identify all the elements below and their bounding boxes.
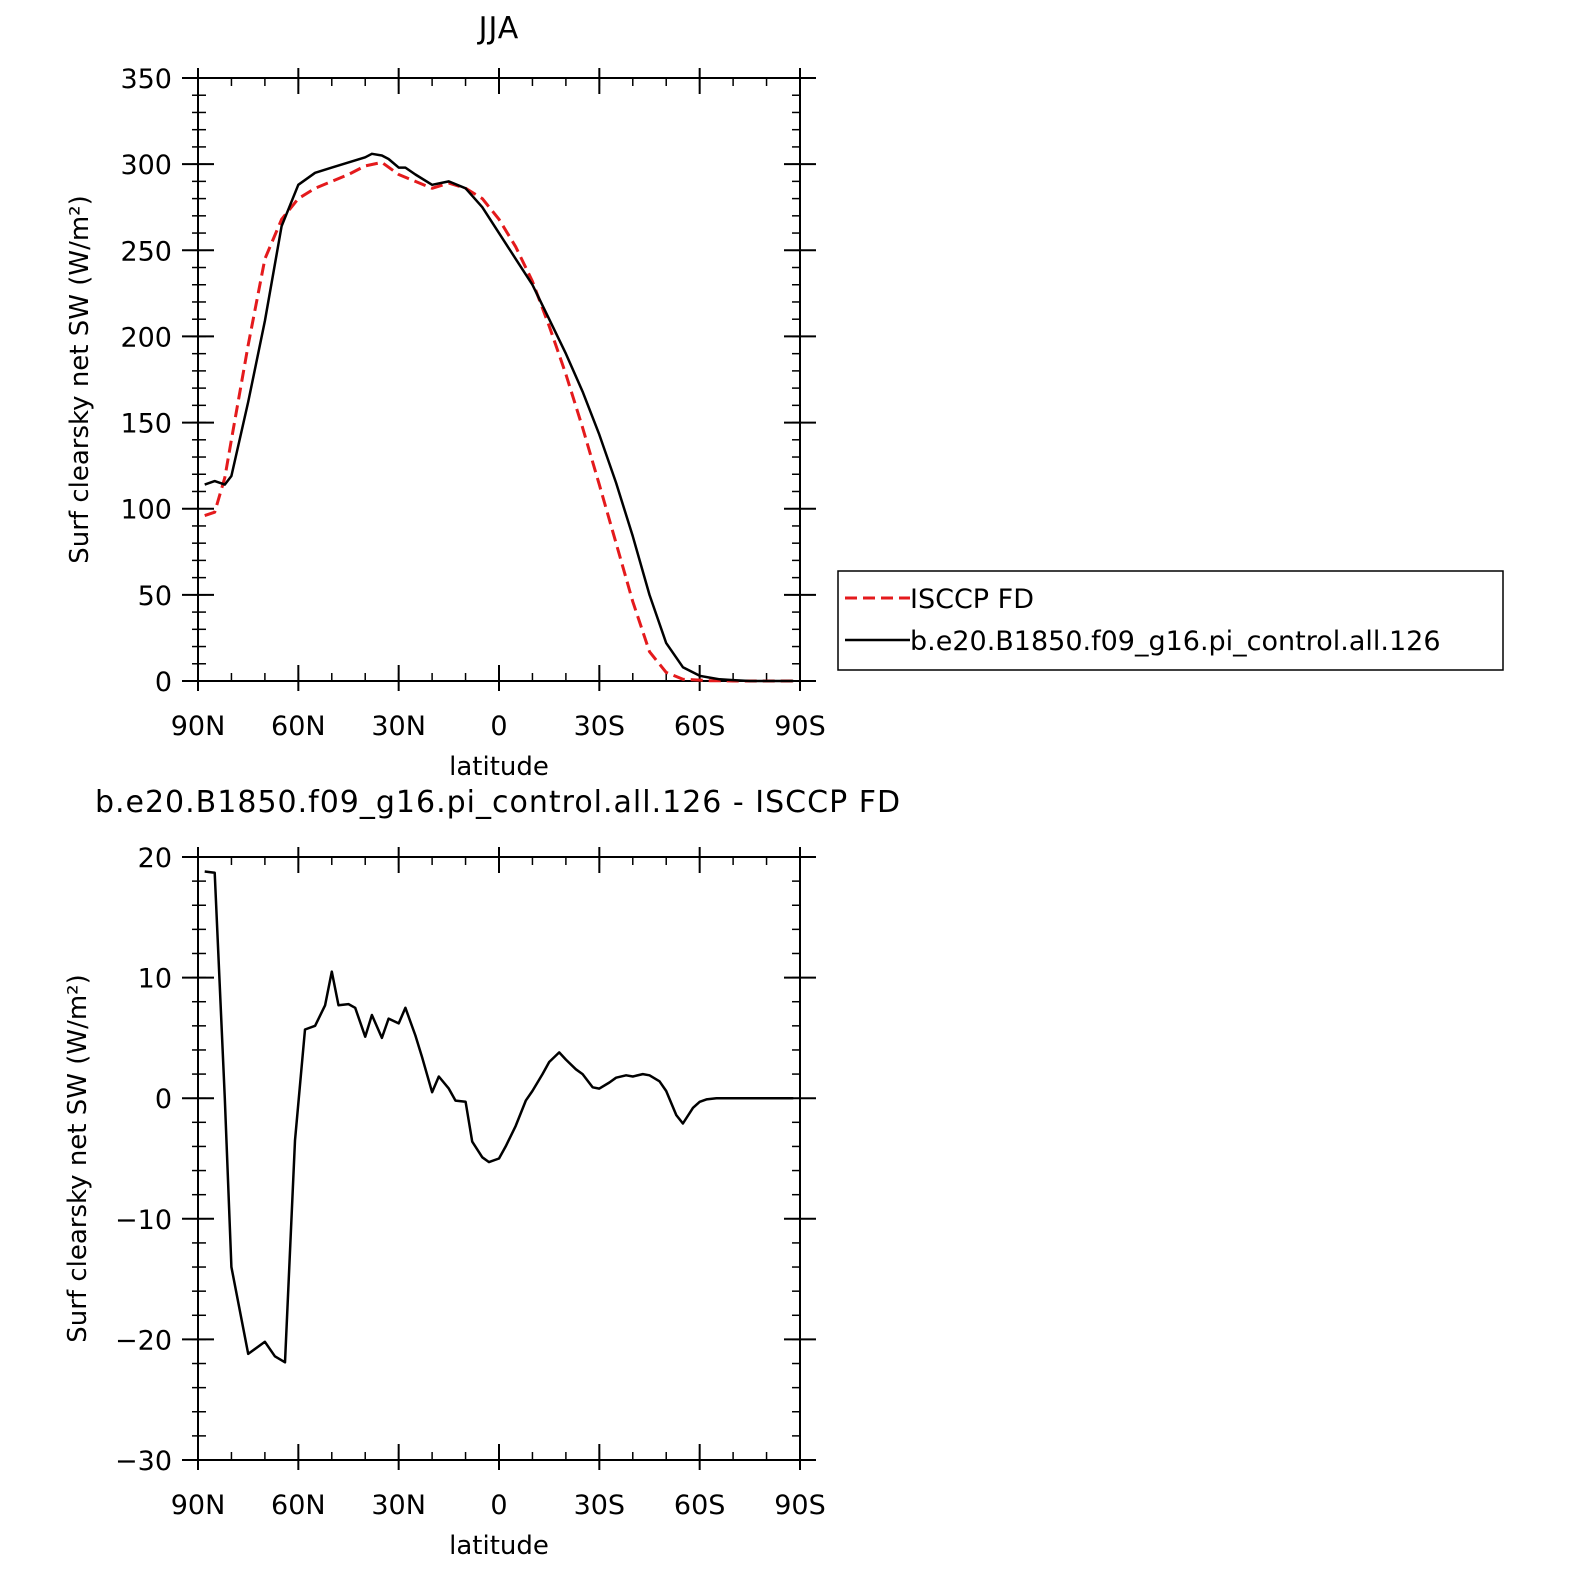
x-tick-label: 0: [490, 711, 507, 742]
y-tick-label: 10: [138, 964, 172, 995]
legend-entry-0: ISCCP FD: [910, 584, 1034, 615]
x-tick-label: 0: [490, 1490, 507, 1521]
y-tick-label: 50: [138, 581, 172, 612]
x-tick-label: 30N: [371, 711, 426, 742]
x-tick-label: 30N: [371, 1490, 426, 1521]
y-tick-label: −30: [115, 1446, 172, 1477]
legend-box: [837, 570, 1504, 671]
y-axis-label: Surf clearsky net SW (W/m²): [63, 974, 93, 1342]
y-tick-label: 250: [120, 236, 172, 267]
chart-title: JJA: [477, 11, 520, 46]
x-tick-label: 30S: [574, 1490, 626, 1521]
x-tick-label: 90N: [171, 1490, 226, 1521]
x-tick-label: 90N: [171, 711, 226, 742]
y-tick-label: −20: [115, 1325, 172, 1356]
y-axis-label: Surf clearsky net SW (W/m²): [65, 195, 95, 563]
x-tick-label: 90S: [774, 1490, 826, 1521]
y-tick-label: 150: [120, 409, 172, 440]
y-tick-label: 200: [120, 322, 172, 353]
y-tick-label: 100: [120, 495, 172, 526]
series-line-0: [204, 870, 794, 1364]
x-tick-label: 30S: [574, 711, 626, 742]
series-line-0: [204, 160, 794, 683]
legend-entry-1: b.e20.B1850.f09_g16.pi_control.all.126: [910, 626, 1441, 657]
y-tick-label: 20: [138, 843, 172, 874]
x-tick-label: 60S: [674, 711, 726, 742]
x-tick-label: 60N: [271, 711, 326, 742]
bottom-panel: b.e20.B1850.f09_g16.pi_control.all.126 -…: [63, 785, 901, 1561]
plot-frame: [197, 77, 801, 682]
y-tick-label: 0: [155, 1084, 172, 1115]
x-tick-label: 60N: [271, 1490, 326, 1521]
x-axis-label: latitude: [449, 1531, 549, 1561]
y-tick-label: 300: [120, 150, 172, 181]
x-tick-label: 90S: [774, 711, 826, 742]
legend: ISCCP FD b.e20.B1850.f09_g16.pi_control.a…: [837, 570, 1504, 671]
chart-title: b.e20.B1850.f09_g16.pi_control.all.126 -…: [95, 785, 901, 820]
x-tick-label: 60S: [674, 1490, 726, 1521]
series-line-1: [204, 152, 794, 683]
x-axis-label: latitude: [449, 752, 549, 782]
y-tick-label: 350: [120, 64, 172, 95]
y-tick-label: 0: [155, 667, 172, 698]
y-tick-label: −10: [115, 1205, 172, 1236]
top-panel: JJA 90N 60N 30N 0 30S 60S 90S latitude 0 50 100 150 2…: [65, 11, 826, 782]
